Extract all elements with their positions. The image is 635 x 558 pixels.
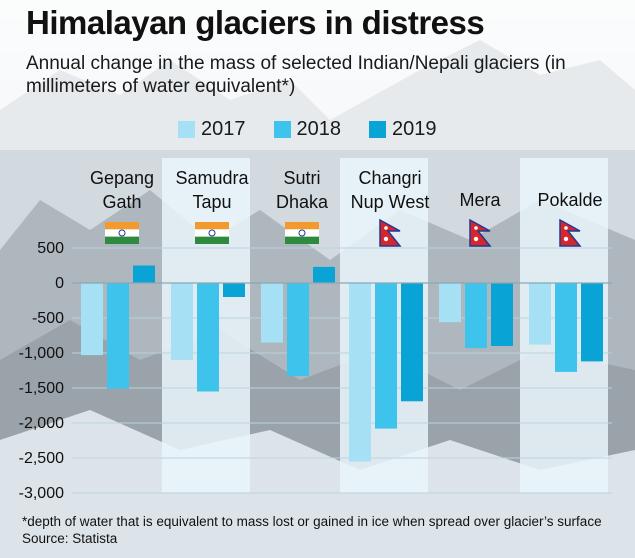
nepal-flag-icon [473, 236, 479, 242]
legend-swatch-2019 [369, 121, 386, 138]
india-flag-icon [285, 236, 319, 244]
group-label: Pokalde [537, 190, 602, 210]
india-flag-icon [118, 229, 126, 237]
group-label: Gath [102, 192, 141, 212]
bar-2018 [107, 283, 129, 389]
legend: 2017 2018 2019 [178, 118, 437, 141]
india-flag-icon [195, 229, 229, 237]
y-tick-label: -500 [32, 310, 64, 327]
legend-item-2018: 2018 [273, 118, 342, 141]
bar-2019 [581, 283, 603, 362]
india-flag-icon [285, 222, 319, 230]
group-label: Mera [459, 190, 501, 210]
bar-2019 [491, 283, 513, 346]
legend-label-2019: 2019 [392, 118, 437, 140]
nepal-flag-icon [474, 226, 478, 230]
india-flag-icon [298, 229, 306, 237]
bar-2017 [439, 283, 461, 323]
y-tick-label: 500 [37, 240, 64, 257]
y-tick-label: -2,000 [19, 415, 64, 432]
bar-2017 [261, 283, 283, 343]
bar-2018 [465, 283, 487, 349]
bar-2018 [197, 283, 219, 392]
india-flag-icon [105, 236, 139, 244]
legend-swatch-2018 [273, 121, 291, 138]
nepal-flag-icon [563, 236, 569, 242]
india-flag-icon [195, 236, 229, 244]
bar-2017 [81, 283, 103, 356]
group-label: Changri [358, 168, 421, 188]
bar-2017 [171, 283, 193, 360]
nepal-flag-icon [564, 226, 568, 230]
y-tick-label: 0 [55, 275, 64, 292]
legend-item-2017: 2017 [178, 118, 246, 141]
bar-2019 [313, 266, 335, 283]
bar-2018 [375, 283, 397, 429]
group-label: Dhaka [276, 192, 329, 212]
india-flag-icon [208, 229, 216, 237]
group-label: Sutri [283, 168, 320, 188]
bar-2018 [555, 283, 577, 372]
india-flag-icon [195, 222, 229, 230]
bar-chart: 500 0 -500 -1,000 -1,500 -2,000 -2,500 -3,000 Ge… [19, 158, 612, 502]
india-flag-icon [105, 229, 139, 237]
y-tick-label: -1,000 [19, 345, 64, 362]
bar-2017 [529, 283, 551, 345]
legend-swatch-2017 [178, 121, 195, 138]
bar-2019 [401, 283, 423, 402]
y-tick-label: -3,000 [19, 485, 64, 502]
chart-title: Himalayan glaciers in distress [26, 4, 485, 41]
india-flag-icon [105, 222, 139, 230]
bar-2019 [223, 283, 245, 297]
y-tick-label: -1,500 [19, 380, 64, 397]
footnote-block: *depth of water that is equivalent to ma… [22, 513, 602, 547]
footnote: *depth of water that is equivalent to ma… [22, 514, 602, 529]
nepal-flag-icon [384, 226, 388, 230]
legend-label-2018: 2018 [296, 118, 342, 140]
bar-2019 [133, 265, 155, 283]
group-label: Nup West [351, 192, 430, 212]
chart-subtitle: Annual change in the mass of selected In… [26, 53, 566, 97]
y-tick-label: -2,500 [19, 450, 64, 467]
group-label: Samudra [175, 168, 249, 188]
group-label: Tapu [192, 192, 231, 212]
nepal-flag-icon [469, 218, 492, 247]
group-label: Gepang [90, 168, 154, 188]
source: Source: Statista [22, 531, 118, 546]
legend-label-2017: 2017 [201, 118, 246, 140]
bar-2017 [349, 283, 371, 462]
legend-item-2019: 2019 [369, 118, 437, 141]
bar-2018 [287, 283, 309, 377]
india-flag-icon [285, 229, 319, 237]
nepal-flag-icon [383, 236, 389, 242]
